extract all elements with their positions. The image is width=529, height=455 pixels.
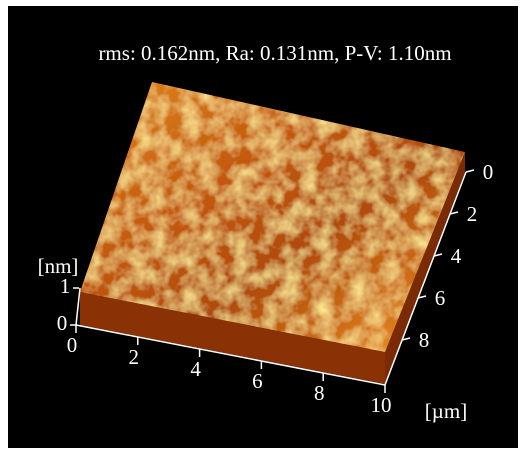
y-tick-label: 8 [419, 328, 430, 352]
y-tick-label: 0 [483, 160, 494, 184]
y-axis-unit: [µm] [425, 399, 467, 423]
afm-figure: rms: 0.162nm, Ra: 0.131nm, P-V: 1.10nm [… [0, 0, 529, 455]
z-axis-label: [nm] [38, 254, 79, 278]
y-tick-label: 4 [451, 244, 462, 268]
x-tick-label: 4 [190, 357, 201, 381]
x-tick-label: 6 [252, 369, 263, 393]
z-tick-label: 0 [57, 311, 68, 335]
y-tick-label: 6 [435, 286, 446, 310]
caption: rms: 0.162nm, Ra: 0.131nm, P-V: 1.10nm [98, 41, 451, 65]
y-tick-label: 2 [467, 202, 478, 226]
z-tick-label: 1 [60, 274, 71, 298]
x-tick-label: 0 [67, 333, 78, 357]
x-tick-label: 8 [314, 381, 325, 405]
x-tick-label: 2 [129, 345, 140, 369]
x-tick-label: 10 [371, 393, 392, 417]
page: rms: 0.162nm, Ra: 0.131nm, P-V: 1.10nm [… [0, 0, 529, 455]
